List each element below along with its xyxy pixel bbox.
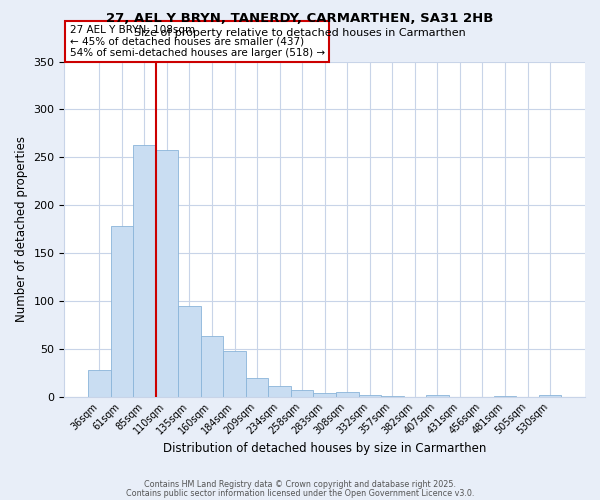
Bar [201,336,223,396]
Bar [313,393,336,396]
Bar [155,150,178,396]
Bar [359,395,381,396]
Bar [246,378,268,396]
Bar [426,395,449,396]
Bar [291,390,313,396]
Text: Contains HM Land Registry data © Crown copyright and database right 2025.: Contains HM Land Registry data © Crown c… [144,480,456,489]
Bar [336,392,359,396]
Text: Contains public sector information licensed under the Open Government Licence v3: Contains public sector information licen… [126,489,474,498]
Y-axis label: Number of detached properties: Number of detached properties [15,136,28,322]
Bar [268,386,291,396]
Bar [223,350,246,397]
Bar [88,370,110,396]
Bar [539,395,562,396]
Bar [110,226,133,396]
Text: 27 AEL Y BRYN: 108sqm
← 45% of detached houses are smaller (437)
54% of semi-det: 27 AEL Y BRYN: 108sqm ← 45% of detached … [70,25,325,58]
Bar [178,306,201,396]
Text: 27, AEL Y BRYN, TANERDY, CARMARTHEN, SA31 2HB: 27, AEL Y BRYN, TANERDY, CARMARTHEN, SA3… [106,12,494,26]
Bar [133,145,155,397]
X-axis label: Distribution of detached houses by size in Carmarthen: Distribution of detached houses by size … [163,442,487,455]
Text: Size of property relative to detached houses in Carmarthen: Size of property relative to detached ho… [134,28,466,38]
